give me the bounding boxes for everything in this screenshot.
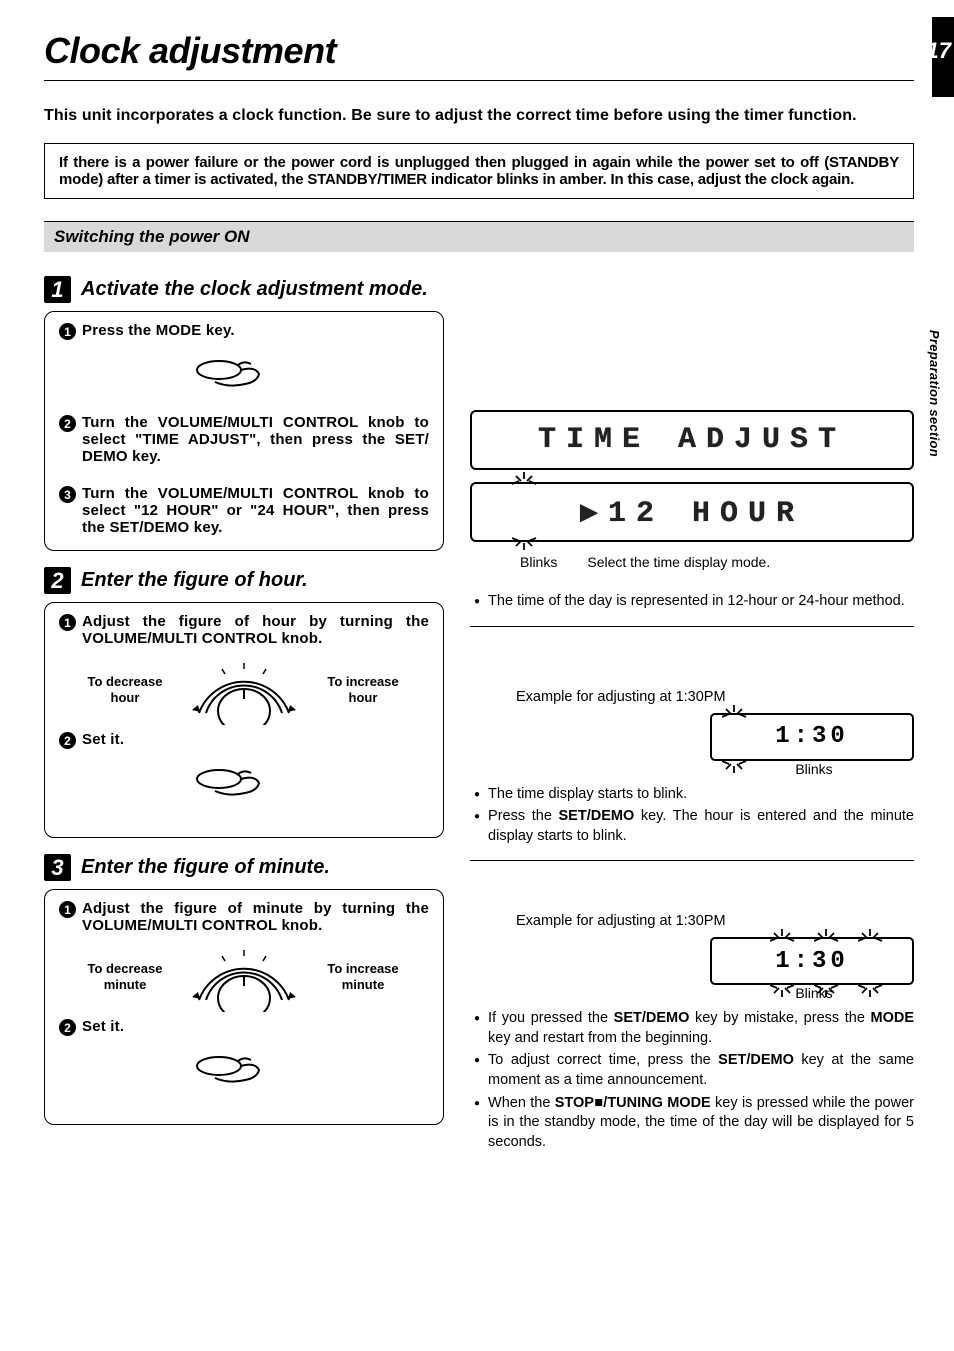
step-3-box: 1 Adjust the figure of minute by turning … xyxy=(44,889,444,1125)
step1-b2: Turn the VOLUME/MULTI CONTROL knob to se… xyxy=(82,414,429,465)
step-2-header: 2 Enter the figure of hour. xyxy=(44,567,444,594)
page-number: 17 xyxy=(927,38,951,64)
knob-dial-icon xyxy=(184,942,304,1012)
step-2-box: 1 Adjust the figure of hour by turning th… xyxy=(44,602,444,838)
lcd-12-hour: ▶12 HOUR xyxy=(470,482,914,542)
min-note-2: To adjust correct time, press the SET/DE… xyxy=(488,1051,914,1090)
small-lcd-2: 1:30 xyxy=(710,937,914,985)
step1-b1: Press the MODE key. xyxy=(82,322,235,340)
page-title: Clock adjustment xyxy=(44,30,336,72)
decrease-hour-label: To decrease hour xyxy=(76,674,174,707)
step-2-title: Enter the figure of hour. xyxy=(81,569,308,592)
select-mode-label: Select the time display mode. xyxy=(587,554,770,570)
bullet-2-icon: 2 xyxy=(59,1019,76,1036)
bullet-1-icon: 1 xyxy=(59,614,76,631)
step-1-header: 1 Activate the clock adjustment mode. xyxy=(44,276,444,303)
bullet-1-icon: 1 xyxy=(59,323,76,340)
step3-b1: Adjust the figure of minute by turning t… xyxy=(82,900,429,934)
step-3-number: 3 xyxy=(44,854,71,881)
step2-b1: Adjust the figure of hour by turning the… xyxy=(82,613,429,647)
right-note-1: The time of the day is represented in 12… xyxy=(488,592,905,612)
step3-b2: Set it. xyxy=(82,1018,124,1036)
step-1-title: Activate the clock adjustment mode. xyxy=(81,278,428,301)
increase-hour-label: To increase hour xyxy=(314,674,412,707)
lcd2-text: ▶12 HOUR xyxy=(580,494,804,531)
section-label: Preparation section xyxy=(927,330,942,457)
hour-note-1: The time display starts to blink. xyxy=(488,785,687,805)
increase-minute-label: To increase minute xyxy=(314,961,412,994)
bullet-2-icon: 2 xyxy=(59,732,76,749)
step1-b3: Turn the VOLUME/MULTI CONTROL knob to se… xyxy=(82,485,429,536)
hand-press-icon xyxy=(59,348,429,400)
hand-press-icon xyxy=(59,757,429,809)
blinks-label: Blinks xyxy=(520,554,557,570)
subheading: Switching the power ON xyxy=(44,221,914,252)
small-lcd-1-text: 1:30 xyxy=(775,723,849,750)
warning-box: If there is a power failure or the power… xyxy=(44,143,914,199)
bullet-3-icon: 3 xyxy=(59,486,76,503)
step2-b2: Set it. xyxy=(82,731,124,749)
step-2-number: 2 xyxy=(44,567,71,594)
hand-press-icon xyxy=(59,1044,429,1096)
bullet-2-icon: 2 xyxy=(59,415,76,432)
bullet-1-icon: 1 xyxy=(59,901,76,918)
hour-note-2: Press the SET/DEMO key. The hour is ente… xyxy=(488,807,914,846)
small-lcd-1: 1:30 xyxy=(710,713,914,761)
lcd-time-adjust: TIME ADJUST xyxy=(470,410,914,470)
example-label-1: Example for adjusting at 1:30PM xyxy=(516,689,914,705)
separator xyxy=(470,626,914,627)
lcd1-text: TIME ADJUST xyxy=(538,423,846,457)
step-3-title: Enter the figure of minute. xyxy=(81,856,330,879)
step-3-header: 3 Enter the figure of minute. xyxy=(44,854,444,881)
right-column: TIME ADJUST ▶12 HOUR Blinks Select the t… xyxy=(470,270,914,1160)
left-column: 1 Activate the clock adjustment mode. 1P… xyxy=(44,270,444,1160)
intro-text: This unit incorporates a clock function.… xyxy=(44,107,914,125)
decrease-minute-label: To decrease minute xyxy=(76,961,174,994)
min-note-3: When the STOP■/TUNING MODE key is presse… xyxy=(488,1094,914,1153)
step-1-number: 1 xyxy=(44,276,71,303)
step-1-box: 1 Press the MODE key. 2 Turn the VOLUME/MU… xyxy=(44,311,444,551)
separator xyxy=(470,860,914,861)
min-note-1: If you pressed the SET/DEMO key by mista… xyxy=(488,1009,914,1048)
small-lcd-2-text: 1:30 xyxy=(775,948,849,975)
knob-dial-icon xyxy=(184,655,304,725)
example-label-2: Example for adjusting at 1:30PM xyxy=(516,913,914,929)
